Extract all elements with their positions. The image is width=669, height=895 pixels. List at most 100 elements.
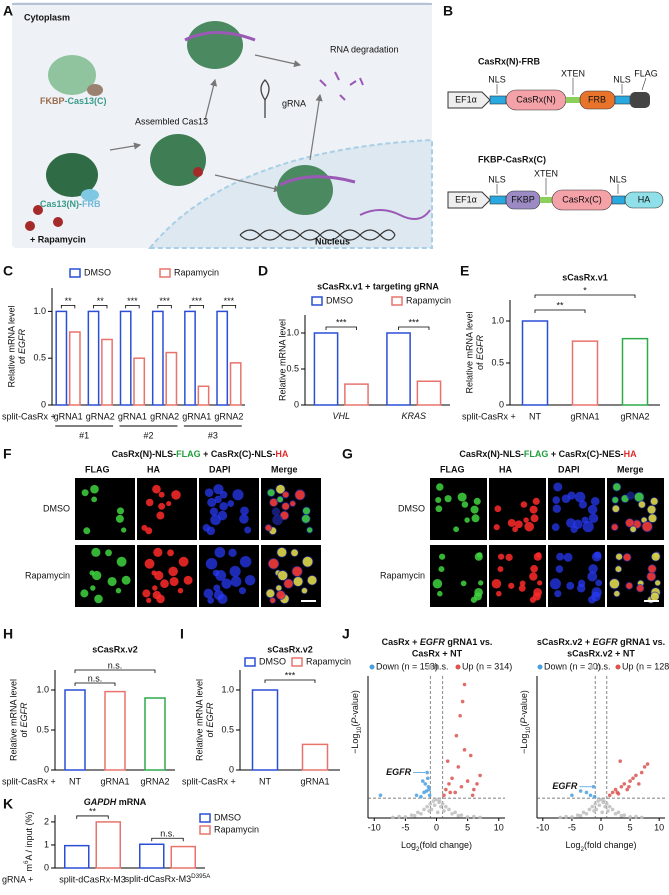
point [607,804,612,809]
row-label: DMSO [398,503,425,513]
point [599,797,603,802]
label: gRNA [282,98,306,108]
point [472,787,476,792]
point [622,813,627,817]
micrograph-image [75,545,135,607]
point [414,793,419,798]
bar [151,310,164,406]
cell [460,580,467,587]
cell [588,564,598,574]
cell [556,552,565,561]
cell [474,552,483,561]
point [425,770,429,775]
bar [64,844,90,869]
cell [636,584,644,592]
bar [229,362,242,406]
point [426,784,431,789]
cell [648,564,656,573]
point [642,765,647,769]
significance-bracket [76,815,109,819]
element-label: NLS [488,74,506,84]
cell [497,566,504,573]
cell [158,491,165,498]
legend-label: Rapamycin [174,267,219,277]
cell [171,490,181,500]
y-tick-label: 1.0 [221,684,234,694]
cell [438,553,446,560]
y-tick-label: 0 [41,399,46,409]
x-tick-label: NT [259,776,271,786]
cell [168,566,178,577]
cell [203,588,214,599]
nls [489,195,507,205]
cell [177,587,184,594]
cell [567,491,576,500]
significance-label: ** [97,296,105,306]
point [610,807,615,812]
significance-bracket [74,682,116,686]
cell [642,521,653,532]
cell [612,505,620,513]
point [462,748,467,752]
x-tick-label: gRNA2 [86,411,115,421]
chart-title: CasRx + NT [412,648,463,658]
cell [83,527,91,535]
y-axis-label: of EGFR [17,328,27,364]
cell [209,507,219,516]
cell [265,524,272,531]
point [596,799,600,803]
significance-bracket [221,305,237,309]
y-tick-label: 0 [294,399,299,409]
cell [493,524,500,531]
bar-chart: 0 0.5 1.0 NT gRNA1 gRNA2 split-CasRx + Relative… [2,644,175,786]
point [597,803,602,808]
text-run: of [17,354,27,364]
point [590,804,595,809]
arrow [254,54,302,68]
cell [615,553,623,560]
point [437,800,441,805]
y-tick-label: 0.5 [33,353,46,363]
significance-label: *** [191,296,202,306]
point [419,811,423,816]
point [442,793,446,798]
text-run: gRNA1 vs. [618,637,666,647]
text-run: gRNA1 vs. [445,637,493,647]
point [575,813,580,817]
panel-label: E [460,263,469,279]
text-run: FLAG [176,449,201,459]
cell [478,580,484,586]
point [593,802,597,806]
cell [553,482,563,492]
bar [251,689,279,771]
point [432,803,437,808]
cell [647,505,656,514]
text-run: ( [519,724,529,727]
cell [105,549,112,557]
bar [104,690,126,771]
cell [555,565,564,573]
cell [566,581,575,590]
point [422,807,426,812]
cell [230,576,242,587]
significance-bracket [189,305,204,309]
cell [530,564,538,573]
text-run: FLAG [524,449,549,459]
cell [435,497,442,504]
cell [552,504,562,513]
point [581,810,586,815]
bar [344,383,369,406]
cell [146,597,152,603]
label: Cytoplasm [24,12,70,22]
channel-label: Merge [617,464,644,474]
cell [523,517,529,523]
element-label: NLS [609,174,627,184]
bar [170,845,196,869]
y-axis-label: Relative mRNA level [464,311,474,393]
micrograph-image [607,545,664,607]
point [616,810,621,815]
micrograph-image [607,478,664,540]
micrograph-image [199,478,259,540]
point [628,815,632,819]
element-label: XTEN [534,168,558,178]
